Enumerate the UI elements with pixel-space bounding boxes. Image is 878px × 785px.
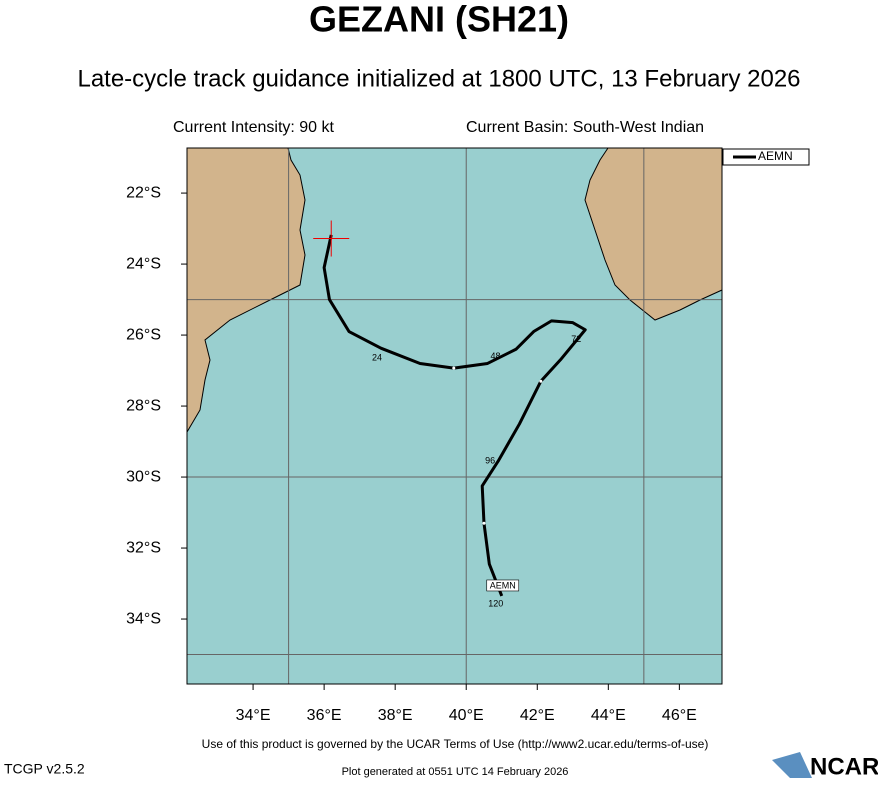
y-tick-label: 32°S bbox=[126, 539, 161, 556]
y-tick-label: 34°S bbox=[126, 610, 161, 627]
version: TCGP v2.5.2 bbox=[4, 761, 85, 777]
x-tick-label: 34°E bbox=[236, 707, 271, 724]
x-tick-label: 44°E bbox=[591, 707, 626, 724]
logo-mark bbox=[772, 752, 812, 778]
track-dot bbox=[482, 521, 486, 525]
end-label-box bbox=[486, 579, 520, 592]
land-africa bbox=[186, 147, 306, 434]
y-tick-label: 26°S bbox=[126, 326, 161, 343]
hour-label: 96 bbox=[485, 455, 495, 465]
hour-label: 24 bbox=[372, 353, 382, 363]
hour-label: 72 bbox=[571, 334, 581, 344]
y-tick-label: 30°S bbox=[126, 468, 161, 485]
logo: NCAR bbox=[810, 753, 878, 780]
x-tick-label: 42°E bbox=[520, 707, 555, 724]
track-dot bbox=[539, 379, 543, 383]
y-tick-label: 24°S bbox=[126, 255, 161, 272]
hour-label: 120 bbox=[488, 598, 503, 608]
land-madagascar bbox=[584, 147, 723, 321]
chart-subtitle: Late-cycle track guidance initialized at… bbox=[77, 65, 800, 92]
basin: Current Basin: South-West Indian bbox=[466, 119, 704, 136]
generated: Plot generated at 0551 UTC 14 February 2… bbox=[342, 766, 569, 778]
x-tick-label: 46°E bbox=[662, 707, 697, 724]
x-tick-label: 38°E bbox=[378, 707, 413, 724]
intensity: Current Intensity: 90 kt bbox=[173, 119, 335, 136]
y-tick-label: 28°S bbox=[126, 397, 161, 414]
chart-title: GEZANI (SH21) bbox=[309, 0, 569, 40]
track-dot bbox=[452, 366, 456, 370]
y-tick-label: 22°S bbox=[126, 184, 161, 201]
legend-box bbox=[722, 148, 810, 166]
end-label: AEMN bbox=[490, 580, 516, 590]
hour-label: 48 bbox=[491, 351, 501, 361]
x-tick-label: 36°E bbox=[307, 707, 342, 724]
track-line bbox=[322, 234, 587, 597]
terms: Use of this product is governed by the U… bbox=[202, 737, 709, 751]
legend-label: AEMN bbox=[758, 149, 793, 163]
x-tick-label: 40°E bbox=[449, 707, 484, 724]
plot-frame bbox=[186, 147, 723, 685]
